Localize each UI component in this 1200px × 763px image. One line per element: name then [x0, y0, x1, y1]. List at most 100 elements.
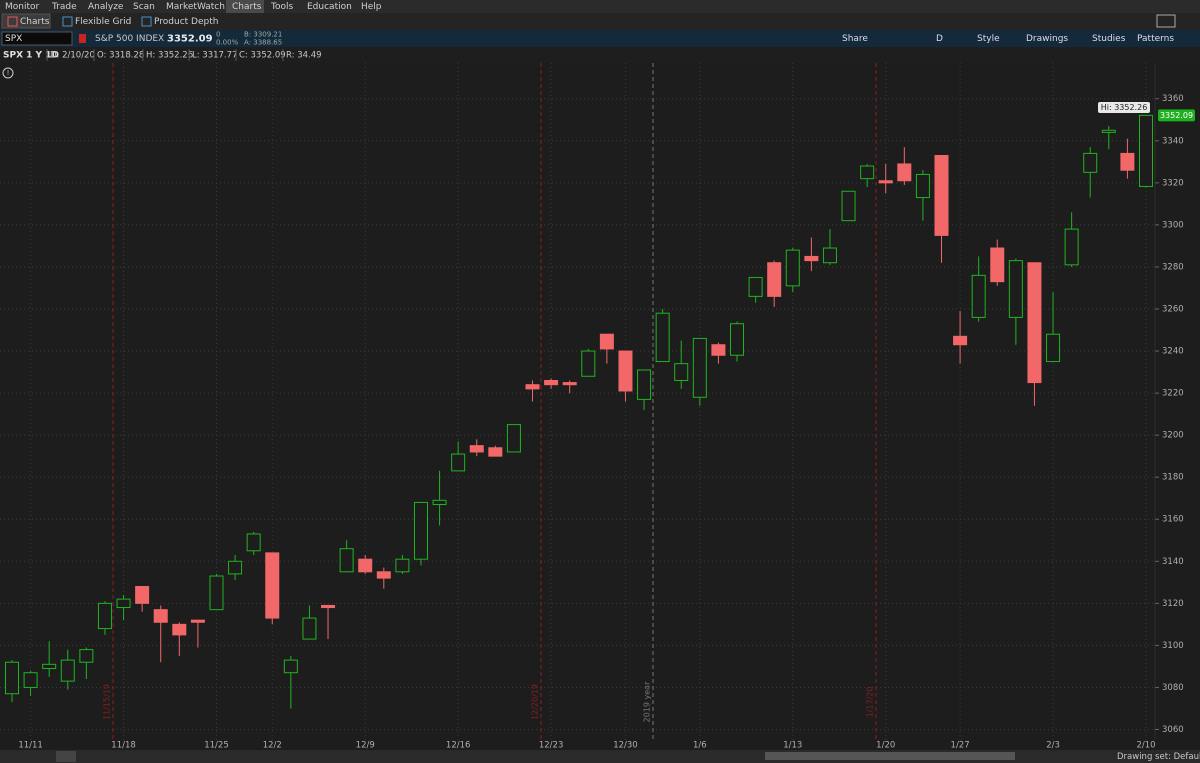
candle-body	[228, 560, 243, 575]
toolbar-button[interactable]: Patterns	[1137, 34, 1174, 44]
candle-body	[971, 274, 986, 318]
last-price-label: 3352.09	[1160, 111, 1193, 120]
event-label: 11/15/19	[103, 684, 112, 720]
candle-body	[413, 501, 428, 560]
toolbar-button[interactable]: Drawings	[1026, 34, 1068, 44]
candle-body	[1120, 152, 1135, 171]
candle-body	[990, 247, 1005, 283]
candle-body	[674, 363, 689, 381]
menu-item[interactable]: Monitor	[5, 2, 40, 12]
candle-body	[692, 337, 707, 398]
candle-body	[1083, 152, 1098, 173]
toolbar-button[interactable]: Studies	[1092, 34, 1126, 44]
plot-area	[0, 63, 1200, 740]
scroll-thumb[interactable]	[765, 752, 1015, 760]
candle-body	[730, 323, 745, 356]
symbol-bar	[0, 30, 1200, 47]
x-tick-label: 2/3	[1046, 741, 1060, 751]
candle-body	[488, 447, 503, 457]
candle-body	[1008, 260, 1023, 318]
y-tick-label: 3300	[1162, 220, 1184, 230]
candle-body	[469, 445, 484, 453]
candle-body	[822, 247, 837, 264]
menu-item[interactable]: MarketWatch	[166, 2, 225, 12]
symbol-flag	[79, 34, 86, 43]
ask: A: 3388.65	[244, 39, 282, 47]
tab[interactable]: Charts	[20, 17, 50, 27]
chart-header	[0, 47, 1200, 63]
candle-body	[581, 350, 596, 377]
header-field: L: 3317.77	[192, 51, 237, 61]
header-field: C: 3352.09	[239, 51, 286, 61]
y-tick-label: 3260	[1162, 304, 1184, 314]
x-axis	[0, 740, 1200, 750]
menu-item[interactable]: Help	[361, 2, 382, 12]
tab-icon	[62, 16, 73, 27]
candle-body	[23, 672, 38, 688]
window-button[interactable]	[1156, 14, 1176, 28]
candle-body	[60, 659, 75, 682]
menu-item[interactable]: Analyze	[88, 2, 124, 12]
candle-body	[915, 173, 930, 199]
candle-body	[5, 661, 19, 695]
tab[interactable]: Flexible Grid	[75, 17, 131, 27]
toolbar-button[interactable]: Share	[842, 34, 868, 44]
scroll-button[interactable]	[56, 751, 76, 762]
x-tick-label: 11/11	[18, 741, 43, 751]
candle-body	[116, 598, 131, 609]
symbol-description: S&P 500 INDEX	[95, 34, 164, 44]
candle-body	[283, 659, 298, 674]
y-tick-label: 3220	[1162, 389, 1184, 399]
candle-body	[953, 335, 968, 346]
menu-item[interactable]: Trade	[51, 2, 77, 12]
header-field: O: 3318.28	[97, 51, 144, 61]
candle-body	[395, 558, 410, 573]
tab-bar	[0, 13, 1200, 30]
scrollbar	[0, 750, 1200, 763]
drawing-set[interactable]: Drawing set: Default	[1117, 752, 1200, 762]
candle-body	[897, 163, 912, 182]
bid: B: 3309.21	[244, 31, 282, 39]
header-field: H: 3352.26	[146, 51, 193, 61]
symbol-input[interactable]	[1, 31, 73, 46]
menu-item[interactable]: Scan	[133, 2, 155, 12]
y-tick-label: 3060	[1162, 725, 1184, 735]
candle-body	[135, 586, 150, 604]
tab-icon	[141, 16, 152, 27]
candle-body	[525, 384, 540, 390]
x-tick-label: 12/16	[446, 741, 471, 751]
header-field: D: 2/10/20	[50, 51, 95, 61]
candle-body	[97, 602, 112, 630]
alert-icon-mark: !	[7, 69, 10, 77]
menu-item[interactable]: Charts	[232, 2, 262, 12]
toolbar-button[interactable]: D	[936, 34, 943, 44]
chart-symbol: SPX 1 Y 1D	[3, 51, 59, 61]
candle-body	[562, 382, 577, 386]
net-change: 0	[216, 31, 220, 39]
candle-body	[860, 165, 875, 180]
candle-body	[321, 604, 336, 609]
candle-body	[878, 180, 893, 184]
toolbar-button[interactable]: Style	[977, 34, 1000, 44]
candle-body	[246, 533, 261, 552]
menu-item[interactable]: Tools	[270, 2, 293, 12]
y-tick-label: 3140	[1162, 557, 1184, 567]
menu-item[interactable]: Education	[307, 2, 352, 12]
candle-body	[934, 155, 949, 236]
symbol-input-text[interactable]: SPX	[5, 34, 22, 44]
candle-body	[153, 609, 168, 623]
candle-body	[339, 548, 354, 573]
candle-body	[172, 623, 187, 636]
y-tick-label: 3120	[1162, 599, 1184, 609]
tab-icon	[7, 16, 18, 27]
y-tick-label: 3200	[1162, 431, 1184, 441]
tab[interactable]: Product Depth	[154, 17, 218, 27]
candle-body	[748, 276, 763, 297]
event-label: 2019 year	[643, 681, 652, 722]
candle-body	[1101, 129, 1116, 133]
alert-icon[interactable]	[2, 67, 14, 79]
candle-body	[1027, 262, 1042, 384]
percent-change: 0.00%	[216, 39, 239, 47]
x-tick-label: 1/20	[876, 741, 895, 751]
